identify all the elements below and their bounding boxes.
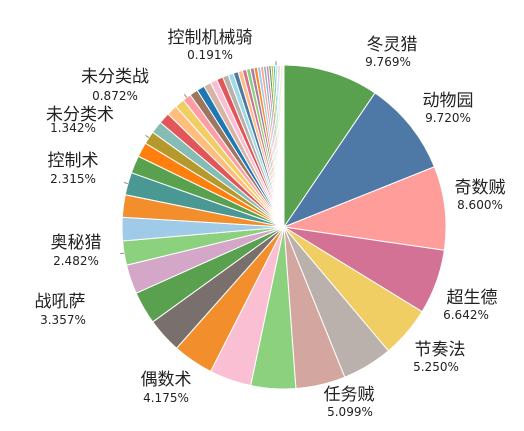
slice-percent-label: 2.315% xyxy=(50,172,96,186)
slice-percent-label: 4.175% xyxy=(143,391,189,405)
pie-slice xyxy=(282,92,436,229)
slice-label: 奥秘猎 xyxy=(51,233,102,253)
slice-labels: 冬灵猎9.769%动物园9.720%奇数贼8.600%超生德6.642%节奏法5… xyxy=(35,28,506,419)
slice-label: 偶数术 xyxy=(141,370,192,390)
slice-label: 未分类战 xyxy=(81,67,149,87)
slice-label: 控制术 xyxy=(48,151,99,171)
slice-percent-label: 1.342% xyxy=(50,121,96,135)
slice-label: 战吼萨 xyxy=(35,292,86,312)
slice-percent-label: 9.769% xyxy=(365,55,411,69)
slice-percent-label: 0.191% xyxy=(187,48,233,62)
slice-label: 冬灵猎 xyxy=(367,35,418,55)
slice-label: 节奏法 xyxy=(415,340,466,360)
pie-slice xyxy=(283,64,376,229)
slice-percent-label: 5.099% xyxy=(327,405,373,419)
leader-line xyxy=(123,182,129,185)
slice-label: 奇数贼 xyxy=(455,178,506,198)
slice-label: 未分类术 xyxy=(46,105,114,125)
slice-label: 控制机械骑 xyxy=(168,28,253,48)
leader-line xyxy=(120,252,125,255)
leader-lines xyxy=(120,61,277,255)
slice-percent-label: 8.600% xyxy=(457,198,503,212)
slice-percent-label: 2.482% xyxy=(53,254,99,268)
pie-slice xyxy=(282,64,285,228)
slice-percent-label: 9.720% xyxy=(425,111,471,125)
slice-label: 动物园 xyxy=(423,91,474,111)
slice-label: 任务贼 xyxy=(324,385,375,405)
slice-percent-label: 5.250% xyxy=(413,360,459,374)
slice-percent-label: 6.642% xyxy=(443,308,489,322)
slice-percent-label: 3.357% xyxy=(40,313,86,327)
slice-label: 超生德 xyxy=(447,288,498,308)
leader-line xyxy=(145,134,150,139)
leader-line xyxy=(183,93,188,98)
pie-slice xyxy=(282,166,447,251)
slice-percent-label: 0.872% xyxy=(92,89,138,103)
pie-slices xyxy=(121,64,447,390)
